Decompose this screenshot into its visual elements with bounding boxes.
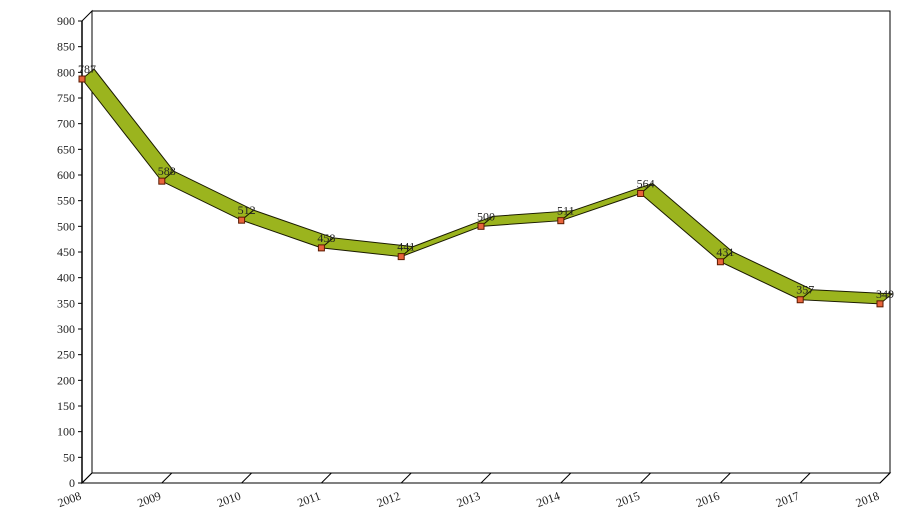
value-label: 441 xyxy=(397,240,415,254)
value-label: 512 xyxy=(238,203,256,217)
value-label: 787 xyxy=(78,62,96,76)
y-tick-label: 550 xyxy=(57,194,75,208)
x-tick-label: 2015 xyxy=(614,489,641,510)
x-tick xyxy=(321,472,332,484)
y-tick-label: 250 xyxy=(57,348,75,362)
marker xyxy=(637,189,645,197)
x-tick-label: 2010 xyxy=(215,489,242,510)
value-label: 588 xyxy=(158,164,176,178)
x-tick xyxy=(161,472,173,484)
x-tick-label: 2016 xyxy=(694,489,721,510)
marker xyxy=(238,216,246,224)
value-label: 357 xyxy=(796,283,814,297)
x-tick-label: 2011 xyxy=(295,489,322,510)
x-tick-label: 2018 xyxy=(854,489,881,510)
y-tick-label: 300 xyxy=(57,322,75,336)
value-label: 500 xyxy=(477,209,495,223)
marker xyxy=(317,244,325,252)
y-tick-label: 900 xyxy=(57,14,75,28)
x-tick-label: 2012 xyxy=(375,489,402,510)
x-tick xyxy=(241,472,252,484)
y-tick-label: 0 xyxy=(69,476,75,490)
value-label: 511 xyxy=(557,204,575,218)
y-tick-label: 600 xyxy=(57,168,75,182)
value-label: 431 xyxy=(716,245,734,259)
x-tick xyxy=(400,472,412,484)
y-tick-label: 850 xyxy=(57,40,75,54)
x-tick-label: 2009 xyxy=(135,489,162,510)
x-tick xyxy=(879,472,891,484)
y-tick-label: 100 xyxy=(57,425,75,439)
y-tick-label: 800 xyxy=(57,65,75,79)
line-ribbon xyxy=(798,289,894,305)
x-tick xyxy=(560,472,572,484)
x-tick-label: 2014 xyxy=(534,489,561,510)
value-label: 349 xyxy=(876,287,894,301)
back-wall xyxy=(91,10,891,474)
marker xyxy=(796,296,804,304)
y-tick-label: 700 xyxy=(57,117,75,131)
x-tick-label: 2013 xyxy=(455,489,482,510)
marker xyxy=(557,217,565,225)
y-tick-label: 200 xyxy=(57,373,75,387)
marker xyxy=(158,177,166,185)
marker xyxy=(716,258,724,266)
y-tick-label: 500 xyxy=(57,219,75,233)
y-tick-label: 350 xyxy=(57,296,75,310)
x-tick-label: 2017 xyxy=(774,489,801,510)
x-tick-label: 2008 xyxy=(56,489,83,510)
x-tick xyxy=(799,472,811,484)
y-tick-label: 50 xyxy=(63,450,75,464)
y-tick-label: 450 xyxy=(57,245,75,259)
marker xyxy=(397,253,405,261)
x-tick xyxy=(640,472,651,484)
marker xyxy=(477,222,485,230)
x-tick xyxy=(480,472,492,484)
marker xyxy=(78,75,86,83)
marker xyxy=(876,300,884,308)
y-tick-label: 150 xyxy=(57,399,75,413)
value-label: 564 xyxy=(637,176,655,190)
x-tick xyxy=(720,472,731,484)
y-tick-label: 650 xyxy=(57,142,75,156)
x-tick xyxy=(81,472,93,484)
y-tick-label: 400 xyxy=(57,271,75,285)
y-tick-label: 750 xyxy=(57,91,75,105)
value-label: 458 xyxy=(317,231,335,245)
